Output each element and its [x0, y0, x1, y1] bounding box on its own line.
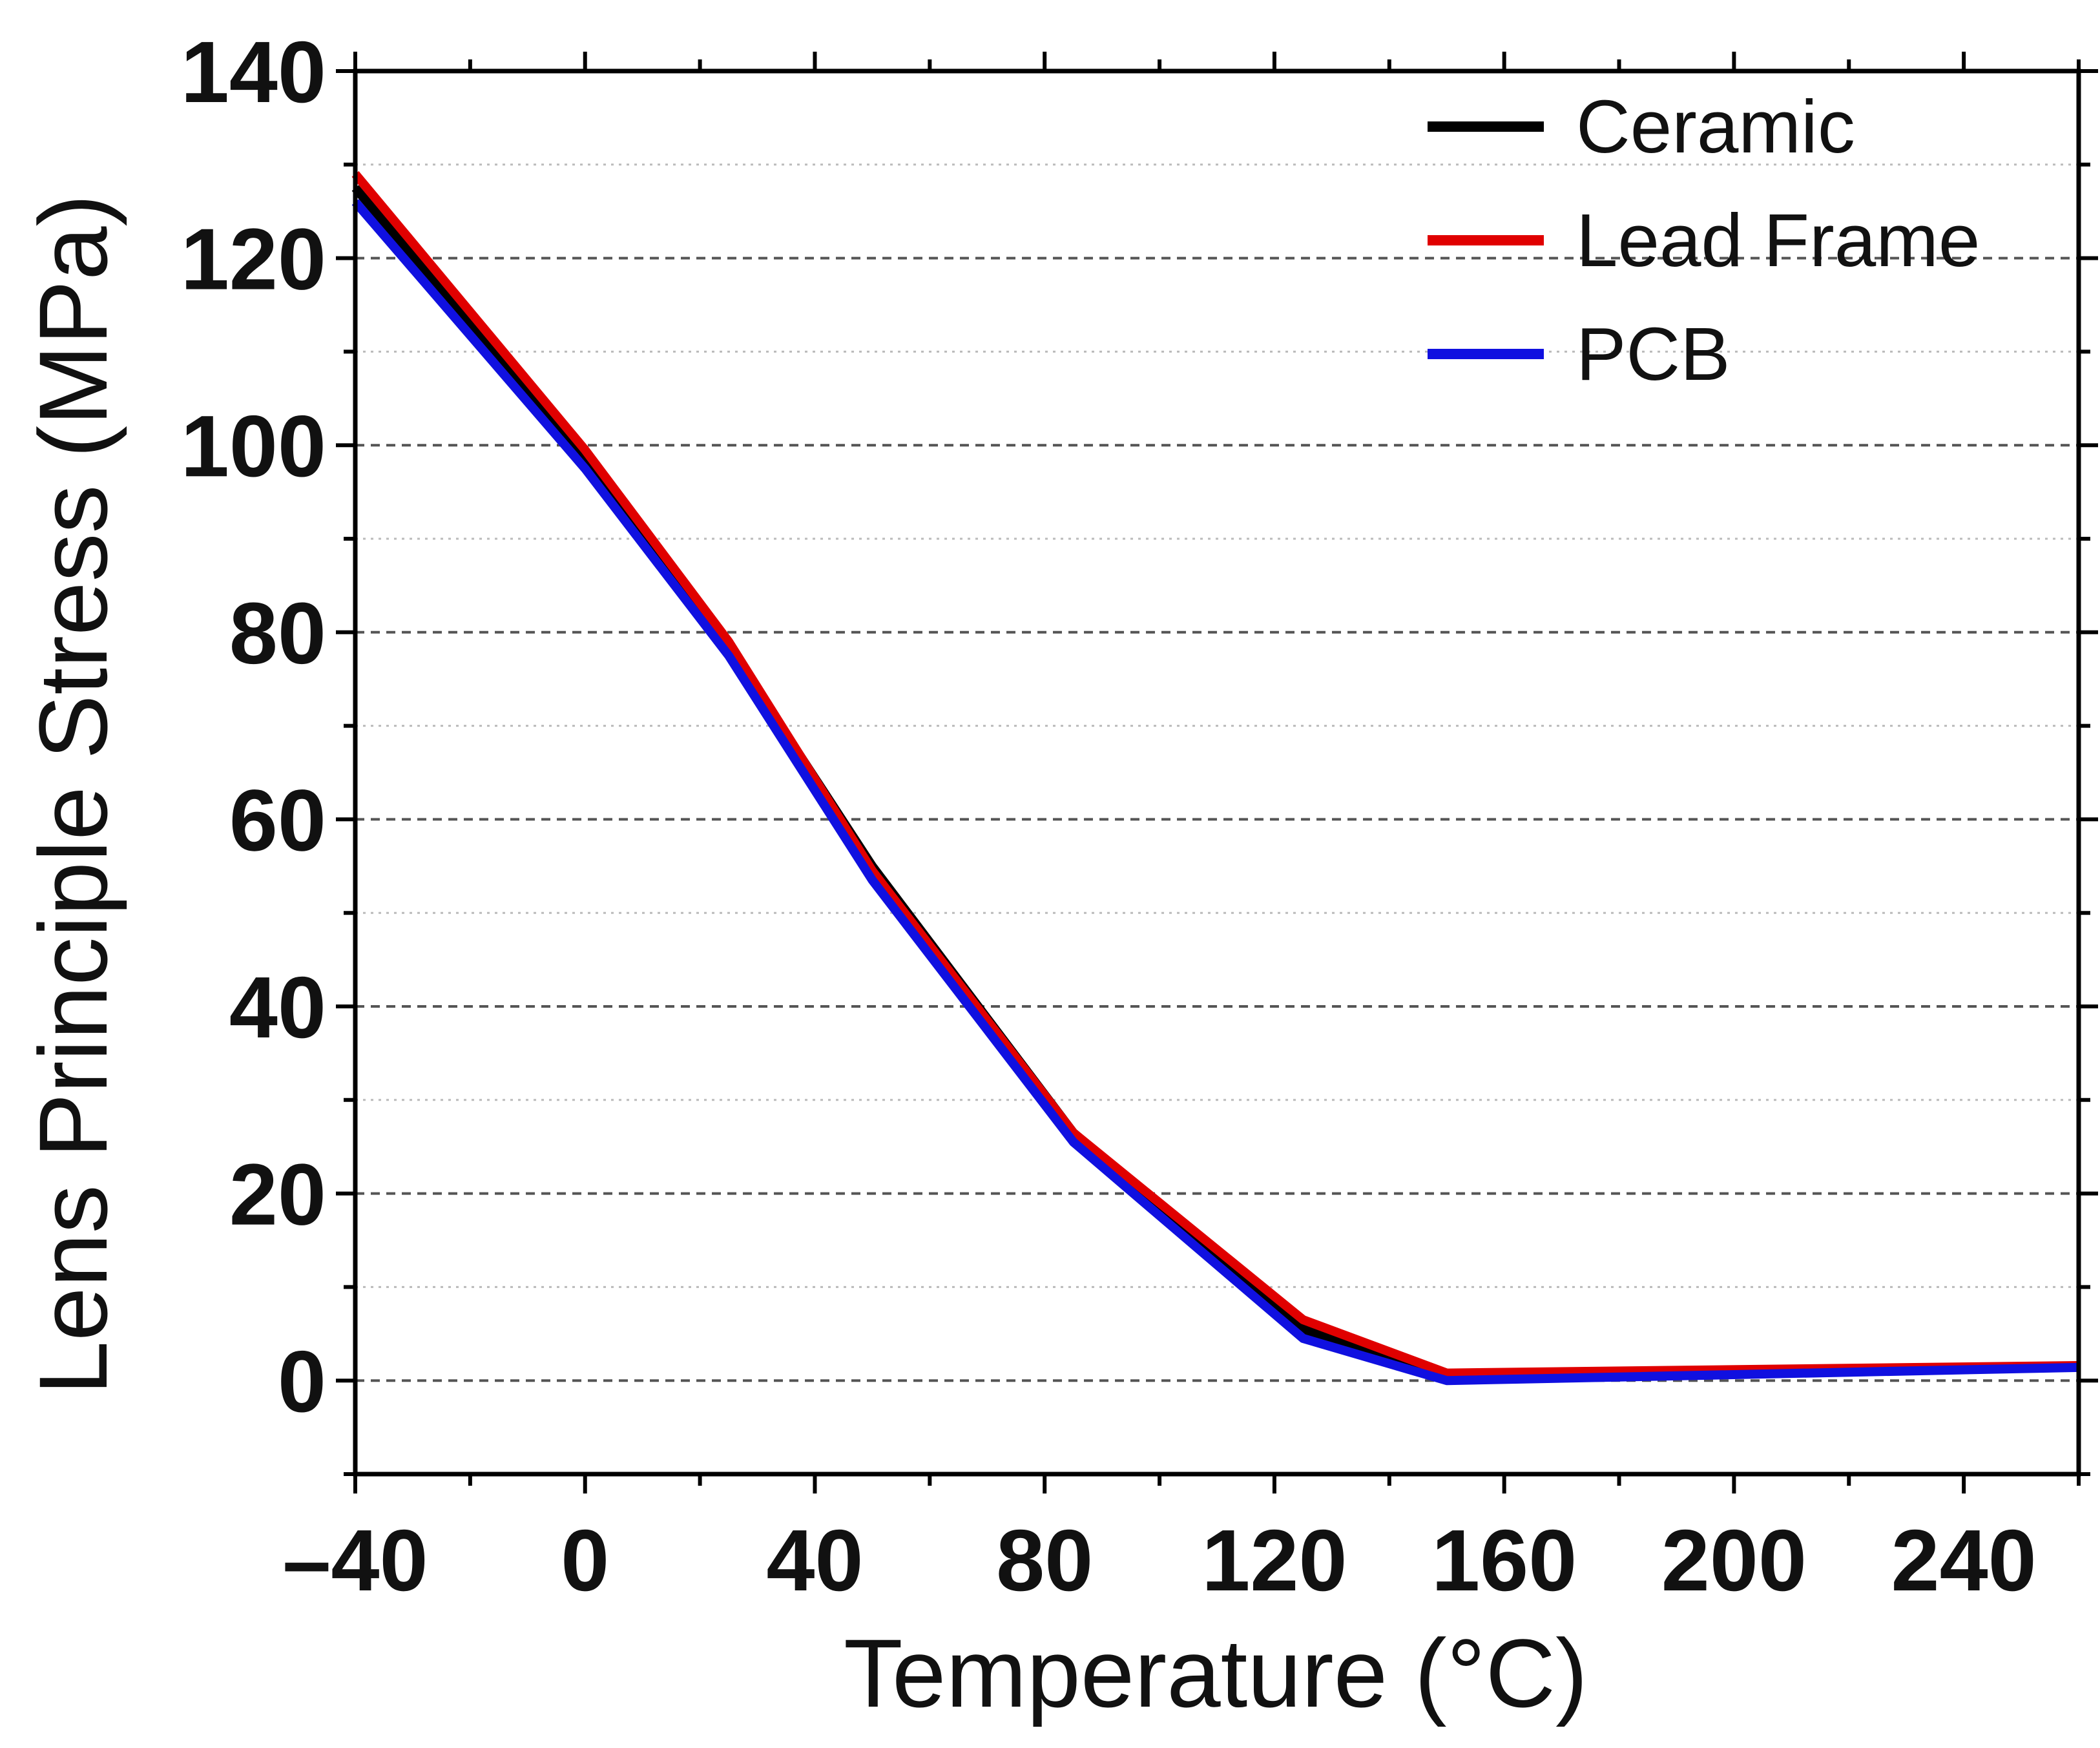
series-line-lead-frame [351, 171, 2079, 1378]
x-tick-labels: –40 0 40 80 120 160 200 240 [282, 1512, 2036, 1609]
y-tick-label: 100 [181, 397, 326, 495]
y-tick-label: 20 [229, 1146, 326, 1243]
x-axis-title: Temperature (°C) [844, 1619, 1588, 1727]
y-tick-label: 60 [229, 771, 326, 869]
axis-ticks [336, 52, 2098, 1493]
legend-label-pcb: PCB [1576, 312, 1731, 396]
x-tick-label: 240 [1891, 1512, 2037, 1609]
y-tick-labels: 0 20 40 60 80 100 120 140 [181, 23, 326, 1430]
y-axis-title: Lens Principle Stress (MPa) [19, 194, 127, 1395]
series-lines [351, 171, 2079, 1386]
y-tick-label: 80 [229, 585, 326, 682]
y-tick-label: 0 [278, 1333, 326, 1430]
y-tick-label: 120 [181, 211, 326, 308]
x-tick-label: 200 [1661, 1512, 1807, 1609]
plot-area-frame [353, 68, 2081, 1477]
series-line-pcb [351, 199, 2079, 1386]
grid-lines [355, 163, 2079, 1382]
x-tick-label: 160 [1431, 1512, 1577, 1609]
legend: Ceramic Lead Frame PCB [1428, 85, 1980, 396]
x-tick-label: 40 [766, 1512, 863, 1609]
y-tick-label: 140 [181, 23, 326, 121]
legend-label-ceramic: Ceramic [1576, 85, 1855, 169]
x-tick-label: 80 [996, 1512, 1093, 1609]
x-tick-label: –40 [282, 1512, 428, 1609]
x-tick-label: 120 [1201, 1512, 1347, 1609]
series-line-ceramic [351, 185, 2079, 1380]
legend-label-lead-frame: Lead Frame [1576, 198, 1980, 282]
y-tick-label: 40 [229, 959, 326, 1056]
x-tick-label: 0 [561, 1512, 609, 1609]
